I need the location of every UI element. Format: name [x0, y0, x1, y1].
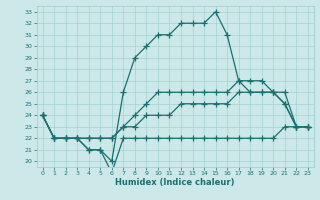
X-axis label: Humidex (Indice chaleur): Humidex (Indice chaleur) [116, 178, 235, 187]
